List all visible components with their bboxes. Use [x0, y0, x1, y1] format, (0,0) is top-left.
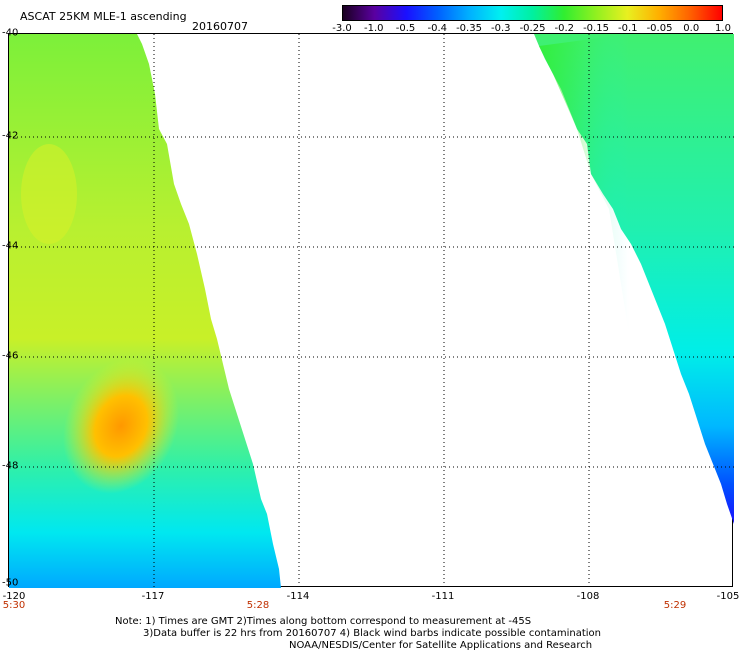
- y-tick-label: -50: [2, 577, 19, 589]
- colorbar-tick-label: -0.15: [583, 23, 609, 34]
- chart-title: ASCAT 25KM MLE-1 ascending: [20, 10, 187, 23]
- colorbar-tick-label: -0.5: [395, 23, 416, 34]
- colorbar-tick-label: -0.2: [554, 23, 575, 34]
- colorbar-tick-label: -0.4: [427, 23, 448, 34]
- y-tick-label: -48: [2, 460, 19, 472]
- left-swath: [9, 34, 281, 588]
- colorbar-tick-label: -3.0: [332, 23, 352, 34]
- x-tick-label: -120: [2, 591, 26, 602]
- swath-map: [9, 34, 734, 588]
- time-label: 5:28: [246, 600, 270, 611]
- colorbar-tick-label: -0.25: [519, 23, 546, 34]
- colorbar-tick-label: 0.0: [683, 23, 700, 34]
- left-swath-core: [63, 358, 179, 494]
- x-tick-label: -105: [716, 591, 740, 602]
- right-swath: [534, 34, 734, 524]
- note-line-3: NOAA/NESDIS/Center for Satellite Applica…: [289, 640, 593, 651]
- colorbar-tick-label: -0.05: [646, 23, 673, 34]
- y-tick-label: -44: [2, 240, 19, 252]
- colorbar-tick-label: -1.0: [363, 23, 384, 34]
- right-swath-green-edge: [539, 34, 629, 334]
- time-label: 5:30: [2, 600, 26, 611]
- note-line-1: Note: 1) Times are GMT 2)Times along bot…: [115, 616, 532, 627]
- map-plot-area: [8, 33, 734, 588]
- colorbar-gradient: [342, 5, 723, 21]
- x-tick-label: -117: [141, 591, 165, 602]
- colorbar: [342, 5, 723, 21]
- y-tick-label: -42: [2, 130, 19, 142]
- note-line-2: 3)Data buffer is 22 hrs from 20160707 4)…: [143, 628, 601, 639]
- x-tick-label: -108: [576, 591, 600, 602]
- colorbar-tick-label: -0.3: [490, 23, 511, 34]
- x-tick-label: -111: [431, 591, 455, 602]
- chart-date: 20160707: [192, 20, 248, 33]
- left-swath-yellow-patch: [21, 144, 77, 244]
- colorbar-tick-label: -0.35: [456, 23, 482, 34]
- time-label: 5:29: [663, 600, 687, 611]
- y-tick-label: -40: [2, 27, 19, 39]
- y-tick-label: -46: [2, 350, 19, 362]
- colorbar-tick-label: -0.1: [617, 23, 638, 34]
- x-tick-label: -114: [286, 591, 310, 602]
- grid: [9, 34, 734, 588]
- colorbar-tick-label: 1.0: [715, 23, 731, 34]
